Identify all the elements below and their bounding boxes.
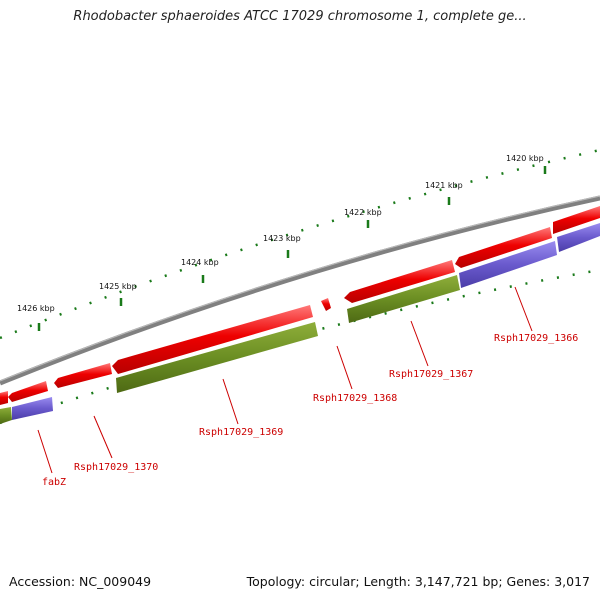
kbp-label: 1423 kbp	[263, 234, 301, 243]
gene-label: Rsph17029_1370	[74, 462, 158, 473]
cds-block	[557, 223, 600, 252]
gene-arrow	[0, 391, 8, 405]
kbp-label: 1421 kbp	[425, 181, 463, 190]
leader-line	[410, 320, 429, 367]
gene-label: Rsph17029_1366	[494, 333, 578, 344]
leader-line	[514, 286, 533, 332]
leader-line	[37, 429, 53, 474]
kbp-label: 1420 kbp	[506, 154, 544, 163]
gene-arrow	[455, 227, 552, 268]
gene-arrow	[553, 206, 600, 234]
accession-text: Accession: NC_009049	[9, 574, 152, 589]
kbp-label: 1425 kbp	[99, 282, 137, 291]
kbp-label: 1426 kbp	[17, 304, 55, 313]
kbp-major-ticks	[37, 166, 547, 331]
kbp-label: 1424 kbp	[181, 258, 219, 267]
gene-arrow	[112, 305, 313, 374]
leader-line	[93, 415, 113, 459]
leader-lines	[37, 286, 533, 474]
summary-text: Topology: circular; Length: 3,147,721 bp…	[246, 574, 590, 589]
gene-label: fabZ	[42, 477, 66, 488]
kbp-label: 1422 kbp	[344, 208, 382, 217]
gene-label: Rsph17029_1369	[199, 427, 283, 438]
cds-block	[459, 241, 557, 288]
chromosome-backbone	[0, 195, 600, 386]
gene-label: Rsph17029_1367	[389, 369, 473, 380]
gene-track	[0, 206, 600, 405]
gene-label: Rsph17029_1368	[313, 393, 397, 404]
cds-block	[347, 275, 460, 323]
leader-line	[222, 378, 239, 425]
cds-block	[12, 397, 53, 420]
gene-arrow	[344, 260, 455, 303]
cds-block	[116, 322, 318, 393]
gene-arrow	[8, 381, 48, 402]
cds-block	[0, 407, 12, 424]
map-title: Rhodobacter sphaeroides ATCC 17029 chrom…	[73, 9, 527, 24]
gene-arrow	[321, 298, 331, 311]
gene-arrow	[54, 363, 112, 388]
leader-line	[336, 345, 353, 390]
cds-track	[0, 223, 600, 424]
